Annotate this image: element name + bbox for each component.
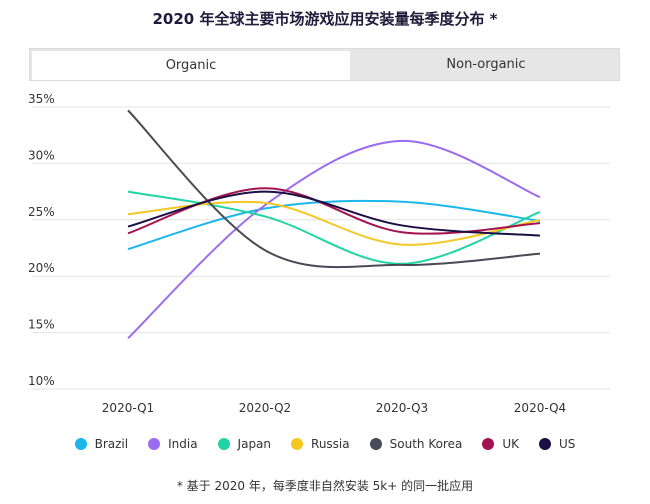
legend-label: Japan (237, 437, 272, 451)
legend-item-brazil[interactable]: Brazil (74, 437, 129, 451)
y-tick-label: 20% (28, 261, 55, 275)
legend-label: South Korea (389, 437, 463, 451)
footnote: * 基于 2020 年，每季度非自然安装 5k+ 的同一批应用 (176, 479, 474, 493)
series-line-india (127, 139, 541, 339)
chart-title: 2020 年全球主要市场游戏应用安装量每季度分布 * (152, 10, 498, 28)
y-tick-label: 15% (28, 318, 55, 332)
y-tick-label: 25% (28, 205, 55, 219)
legend-label: India (168, 437, 198, 451)
legend-item-russia[interactable]: Russia (291, 437, 350, 451)
x-tick-label: 2020-Q2 (239, 401, 291, 415)
legend-marker (369, 438, 382, 450)
legend-item-india[interactable]: India (148, 437, 198, 451)
legend-item-south-korea[interactable]: South Korea (369, 437, 463, 451)
series-line-south-korea (127, 109, 541, 269)
y-tick-label: 35% (28, 92, 55, 106)
legend-label: Russia (311, 437, 350, 451)
series-line-us (127, 190, 541, 237)
legend-label: UK (502, 437, 519, 451)
legend-label: US (559, 437, 576, 451)
x-tick-label: 2020-Q4 (514, 401, 566, 415)
series-line-japan (127, 190, 541, 265)
x-tick-label: 2020-Q3 (376, 401, 428, 415)
segment-tabs: Organic Non-organic (29, 48, 620, 81)
legend-marker (74, 438, 87, 450)
x-tick-label: 2020-Q1 (102, 401, 154, 415)
legend-item-us[interactable]: US (539, 437, 575, 451)
series-line-brazil (127, 199, 541, 251)
legend-marker (217, 438, 230, 450)
series-line-uk (127, 187, 541, 235)
legend-label: Brazil (94, 437, 129, 451)
y-tick-label: 30% (28, 148, 55, 162)
tab-organic[interactable]: Organic (32, 51, 350, 80)
chart-legend: Brazil India Japan Russia South Korea UK US (0, 437, 650, 451)
line-chart: 10% 15% 20% 25% 30% 35% 2020-Q1 2020-Q2 2020-Q3 2… (28, 92, 610, 415)
legend-marker (482, 438, 495, 450)
legend-item-japan[interactable]: Japan (217, 437, 272, 451)
legend-marker (539, 438, 551, 450)
legend-item-uk[interactable]: UK (482, 437, 519, 451)
legend-marker (291, 438, 304, 450)
y-tick-label: 10% (28, 374, 55, 388)
tab-non-organic[interactable]: Non-organic (446, 57, 526, 72)
legend-marker (148, 438, 161, 450)
